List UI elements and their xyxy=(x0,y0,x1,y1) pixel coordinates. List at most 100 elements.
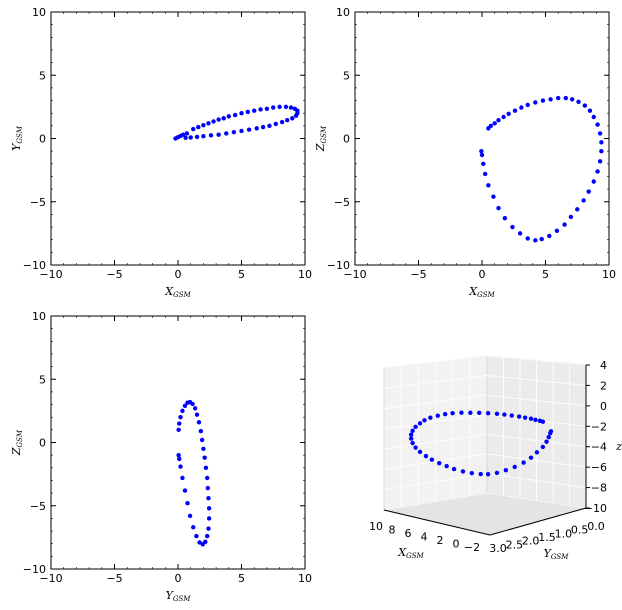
data-point-3d xyxy=(534,450,540,455)
data-point xyxy=(533,100,538,105)
data-point-3d xyxy=(459,410,464,415)
data-point xyxy=(188,135,193,140)
data-point xyxy=(563,95,569,101)
z-tick-label: 4 xyxy=(600,359,607,372)
data-point xyxy=(216,117,221,122)
x-tick-label: 0 xyxy=(175,268,182,281)
data-point xyxy=(199,437,205,443)
axes-frame xyxy=(50,315,306,570)
subplot-top-left: −10 −5 0 5 10 −10 −5 0 5 10 XGSM YGSM xyxy=(10,6,312,299)
z-tick-label: 0 xyxy=(600,400,607,413)
z-tick-label: −6 xyxy=(591,461,607,474)
data-point xyxy=(547,233,552,239)
data-point-3d xyxy=(540,444,546,450)
data-point-3d xyxy=(442,411,448,417)
y-axis-label: YGSM xyxy=(10,125,24,151)
data-point xyxy=(501,114,506,120)
data-point xyxy=(206,121,211,126)
data-point-3d xyxy=(548,429,554,434)
data-point-3d xyxy=(429,457,435,462)
data-point-3d xyxy=(468,410,473,415)
data-point xyxy=(554,228,560,234)
data-point-3d xyxy=(528,455,534,460)
data-point xyxy=(556,95,561,101)
y-tick-label: 5 xyxy=(343,69,350,82)
data-point xyxy=(185,501,190,506)
data-point xyxy=(231,129,237,135)
data-point-3d xyxy=(408,432,414,437)
data-point xyxy=(177,456,182,462)
y-tick-label: 2.5 xyxy=(506,538,524,551)
x-tick-label: 0 xyxy=(479,268,486,281)
z-tick-label: −10 xyxy=(584,502,607,515)
data-point-3d xyxy=(478,471,483,477)
x-tick-label: 5 xyxy=(238,268,245,281)
data-point xyxy=(582,103,588,108)
data-point xyxy=(595,169,600,174)
data-point xyxy=(496,205,501,211)
data-point-3d xyxy=(509,413,514,418)
data-point xyxy=(479,148,484,154)
data-point-3d xyxy=(437,460,442,466)
data-point xyxy=(196,124,201,130)
x-tick-label: −10 xyxy=(39,268,62,281)
x-tick-label: −5 xyxy=(106,268,122,281)
data-point xyxy=(177,421,182,426)
data-point xyxy=(539,236,544,242)
x-tick-label: 2 xyxy=(437,534,444,547)
data-point-3d xyxy=(417,421,423,426)
data-point xyxy=(271,105,276,110)
z-tick-label: 2 xyxy=(600,379,607,392)
data-point-3d xyxy=(546,434,551,440)
y-tick-label: 0 xyxy=(39,133,46,146)
data-point-3d xyxy=(477,410,482,416)
data-point xyxy=(180,408,185,414)
data-point xyxy=(194,533,199,539)
data-point xyxy=(591,179,596,184)
data-point xyxy=(205,475,210,481)
data-point xyxy=(492,121,497,126)
data-point-3d xyxy=(413,424,418,430)
data-point xyxy=(206,506,212,511)
data-point xyxy=(293,113,299,118)
data-point xyxy=(277,104,282,110)
data-point xyxy=(479,152,485,158)
data-point xyxy=(206,526,211,531)
data-point xyxy=(591,114,596,120)
data-point xyxy=(182,403,188,409)
data-point xyxy=(519,105,524,110)
x-tick-label: −5 xyxy=(106,572,122,585)
y-tick-label: 0 xyxy=(343,133,350,146)
data-point xyxy=(246,127,252,132)
data-point xyxy=(575,207,580,212)
data-point-3d xyxy=(423,453,429,459)
data-point xyxy=(525,102,530,108)
data-point xyxy=(290,116,295,121)
y-tick-label: 0.0 xyxy=(587,520,605,533)
data-point-3d xyxy=(521,460,526,465)
data-point-3d xyxy=(460,469,466,474)
y-tick-label: 10 xyxy=(32,310,46,323)
y-tick-label: 3.0 xyxy=(489,542,507,555)
data-point xyxy=(576,99,581,105)
y-tick-label: −5 xyxy=(30,500,46,513)
data-point xyxy=(178,415,183,420)
data-point xyxy=(187,513,193,519)
data-point-3d xyxy=(485,411,491,416)
data-point xyxy=(595,122,600,127)
x-tick-label: 5 xyxy=(238,572,245,585)
data-point xyxy=(226,114,231,119)
y-tick-label: 1.5 xyxy=(538,531,556,544)
data-point xyxy=(202,455,207,460)
x-axis-label: XGSM xyxy=(468,285,495,299)
data-point xyxy=(252,108,257,113)
data-point xyxy=(200,542,205,547)
data-point-3d xyxy=(469,470,475,476)
data-point xyxy=(196,420,202,425)
data-point xyxy=(254,126,259,131)
data-point-3d xyxy=(512,464,517,470)
x-axis-label: XGSM xyxy=(164,285,191,299)
data-point xyxy=(211,119,216,124)
data-point xyxy=(486,183,491,188)
data-point xyxy=(221,116,226,121)
